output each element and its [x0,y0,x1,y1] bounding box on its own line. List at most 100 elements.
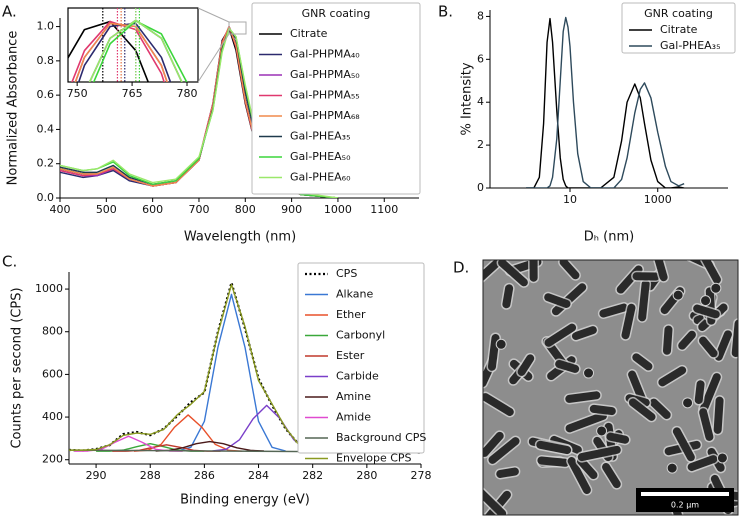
nanorod [565,391,601,403]
y-tick-label: 0 [477,181,484,194]
y-tick-label: 0.6 [37,88,55,101]
scale-bar [641,492,729,496]
nanorod [577,445,621,462]
particle [710,282,722,294]
particle [583,367,595,379]
nanorod [565,411,607,433]
panel-label: B. [438,3,453,21]
particle [672,289,684,301]
panel-label: C. [2,253,17,271]
x-tick-label: 1100 [370,203,398,216]
x-tick-label: 400 [50,203,71,216]
legend-label: CPS [336,267,357,280]
legend-title: GNR coating [644,7,713,20]
nanorod [662,325,673,355]
legend-label: Gal-PHPMA₆₈ [290,109,360,122]
nanorod [699,373,721,414]
nanorod [567,457,591,495]
zoom-connector [197,33,230,83]
nanorod [628,370,647,404]
legend-label: Gal-PHEA₅₀ [290,150,351,163]
y-tick-label: 200 [42,453,63,466]
legend-label: Citrate [660,23,698,36]
nanorod [687,455,718,472]
nanorod [555,359,580,373]
nanorod [621,303,636,340]
particle [495,338,507,350]
inset-frame [67,7,199,83]
nanorod [571,326,597,340]
y-tick-label: 1000 [35,282,63,295]
particle [682,397,694,409]
x-tick-label: 700 [188,203,209,216]
zoom-box [228,21,247,35]
series-line [155,440,264,452]
panel-label: D. [453,259,469,277]
nanorod [544,293,571,308]
x-axis-label: Wavelength (nm) [184,230,296,245]
legend-label: Carbonyl [336,329,385,342]
particle [700,295,712,307]
legend-label: Gal-PHEA₆₀ [290,171,351,184]
plot-area [68,8,188,82]
legend-label: Amide [336,411,371,424]
nanorod [628,398,656,421]
y-tick-label: 400 [42,410,63,423]
y-tick-label: 0.0 [37,191,55,204]
nanorod [529,260,538,282]
x-tick-label: 780 [177,87,198,100]
nanorod [496,467,519,478]
legend-label: Ether [336,308,366,321]
nanorod [678,330,696,350]
legend-label: Ester [336,349,365,362]
y-tick-label: 800 [42,325,63,338]
y-tick-label: 0.2 [37,157,55,170]
x-tick-label: 290 [86,469,107,482]
nanorod [536,440,572,455]
series-line [133,414,243,452]
x-tick-label: 600 [142,203,163,216]
particle [716,452,728,464]
x-tick-label: 280 [356,469,377,482]
x-tick-label: 765 [122,87,143,100]
series-line [526,17,685,188]
nanorod [576,457,598,480]
legend-box [621,2,736,54]
nanorod [483,431,504,457]
nanorod [606,432,630,444]
series-line [526,16,685,188]
legend-box [297,262,425,454]
x-tick-label: 1000 [324,203,352,216]
legend-label: Alkane [336,288,373,301]
particle [666,462,678,474]
legend-label: Gal-PHPMA₅₀ [290,68,360,81]
y-tick-label: 0.4 [37,122,55,135]
nanorod [713,396,724,434]
nanorod [517,354,535,376]
legend-title: GNR coating [302,7,371,20]
y-axis-label: % Intensity [460,62,475,135]
nanorod [632,272,660,281]
nanorod [649,398,671,419]
nanorod [632,353,653,371]
nanorod [589,404,616,416]
x-tick-label: 10 [563,193,577,206]
scale-bar-label: 0.2 µm [671,501,699,510]
x-tick-label: 282 [302,469,323,482]
legend-label: Gal-PHPMA₅₅ [290,89,360,102]
nanorod [483,393,514,416]
nanorod [602,463,621,489]
nanorod [544,323,577,347]
nanorod [599,303,628,318]
x-tick-label: 278 [411,469,432,482]
image-border [482,259,739,516]
plot-area [526,16,685,188]
y-axis-label: Counts per second (CPS) [10,287,25,448]
x-tick-label: 900 [281,203,302,216]
panel-label: A. [2,3,17,21]
x-tick-label: 288 [140,469,161,482]
y-tick-label: 1.0 [37,20,55,33]
y-tick-label: 2 [477,138,484,151]
legend-label: Citrate [290,27,328,40]
nanorod [559,260,580,280]
